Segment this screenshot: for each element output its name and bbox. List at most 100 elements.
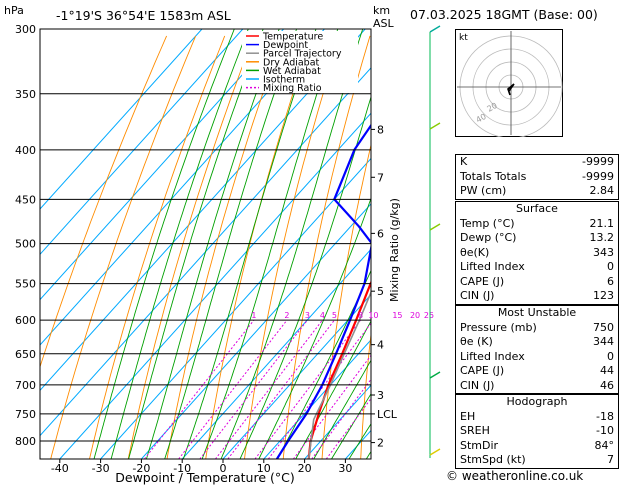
km-tick-label: 5 bbox=[377, 285, 384, 298]
wet-adiabat-line bbox=[164, 29, 298, 459]
surface-row-label: Lifted Index bbox=[460, 260, 525, 273]
km-tick-label: LCL bbox=[377, 408, 398, 421]
most-unstable-panel: Most Unstable Pressure (mb) 750 θe (K) 344 L… bbox=[455, 305, 619, 394]
x-tick-label: -30 bbox=[92, 462, 110, 475]
legend-label: Temperature bbox=[262, 32, 323, 43]
k-index-value: -9999 bbox=[582, 155, 614, 168]
surface-row: Temp (°C) 21.1 bbox=[456, 217, 618, 232]
hodograph-table-title: Hodograph bbox=[506, 395, 568, 408]
dry-adiabat-line bbox=[127, 35, 255, 459]
km-tick-label: 2 bbox=[377, 437, 384, 450]
dry-adiabat-line bbox=[205, 35, 313, 459]
most-unstable-row: Pressure (mb) 750 bbox=[456, 321, 618, 336]
surface-row-label: θe(K) bbox=[460, 245, 490, 259]
pressure-tick-label: 350 bbox=[15, 88, 36, 101]
km-tick-label: 6 bbox=[377, 227, 384, 240]
totals-totals-label: Totals Totals bbox=[460, 169, 527, 183]
totals-totals-value: -9999 bbox=[582, 169, 614, 183]
pressure-tick-label: 450 bbox=[15, 193, 36, 206]
most-unstable-row-label: Lifted Index bbox=[460, 349, 525, 363]
dry-adiabat-line bbox=[40, 35, 168, 369]
surface-row: CIN (J) 123 bbox=[456, 289, 618, 304]
hodograph-table-row: StmSpd (kt) 7 bbox=[456, 453, 618, 468]
footer-credit: © weatheronline.co.uk bbox=[446, 469, 584, 483]
legend-box bbox=[242, 31, 358, 93]
indices-panel: K -9999 Totals Totals -9999 PW (cm) 2.84 bbox=[455, 154, 619, 200]
pressure-tick-label: 700 bbox=[15, 379, 36, 392]
wet-adiabat-line bbox=[295, 319, 371, 459]
dry-adiabat-line bbox=[166, 35, 284, 459]
mixing-ratio-axis-title: Mixing Ratio (g/kg) bbox=[388, 198, 401, 302]
mixing-ratio-label: 1 bbox=[251, 311, 256, 320]
mixing-ratio-label: 8 bbox=[358, 311, 363, 320]
surface-row: Dewp (°C) 13.2 bbox=[456, 231, 618, 246]
hodograph-table-row-label: EH bbox=[460, 409, 476, 423]
surface-row: Lifted Index 0 bbox=[456, 260, 618, 275]
hodograph-table-row: SREH -10 bbox=[456, 424, 618, 439]
most-unstable-row: CAPE (J) 44 bbox=[456, 364, 618, 379]
km-tick-label: 7 bbox=[377, 171, 384, 184]
x-axis-title: Dewpoint / Temperature (°C) bbox=[115, 470, 294, 485]
most-unstable-title: Most Unstable bbox=[497, 306, 577, 319]
isotherm-line bbox=[427, 29, 455, 459]
km-unit-label: km bbox=[373, 4, 390, 17]
wet-adiabat-line bbox=[331, 392, 371, 459]
mixing-ratio-line bbox=[292, 354, 371, 459]
pressure-tick-label: 600 bbox=[15, 314, 36, 327]
k-index-label: K bbox=[460, 155, 468, 168]
wet-adiabat-line bbox=[128, 29, 264, 459]
dry-adiabat-line bbox=[282, 35, 371, 459]
legend-label: Wet Adiabat bbox=[263, 66, 321, 77]
pressure-tick-label: 300 bbox=[15, 23, 36, 36]
pressure-tick-label: 650 bbox=[15, 348, 36, 361]
legend-label: Dry Adiabat bbox=[263, 57, 320, 68]
pressure-tick-label: 800 bbox=[15, 435, 36, 448]
dry-adiabat-line bbox=[89, 35, 226, 459]
mixing-ratio-label: 10 bbox=[368, 311, 378, 320]
wet-adiabat-line bbox=[313, 359, 371, 459]
pressure-tick-label: 400 bbox=[15, 144, 36, 157]
hodograph-table-row-value: 7 bbox=[607, 453, 614, 466]
surface-row: CAPE (J) 6 bbox=[456, 275, 618, 290]
surface-row-value: 13.2 bbox=[589, 231, 615, 244]
km-tick-label: 8 bbox=[377, 123, 384, 136]
legend-label: Mixing Ratio bbox=[263, 83, 322, 94]
most-unstable-row-value: 46 bbox=[600, 378, 614, 392]
wind-barb bbox=[429, 223, 441, 231]
wet-adiabat-line bbox=[239, 95, 371, 459]
hodograph-table-row-value: 84° bbox=[594, 438, 615, 452]
most-unstable-row-value: 44 bbox=[600, 364, 614, 377]
mixing-ratio-label: 5 bbox=[332, 311, 337, 320]
hodograph-table-row-value: -18 bbox=[596, 409, 614, 423]
km-tick-label: 3 bbox=[377, 389, 384, 402]
x-tick-label: -40 bbox=[51, 462, 69, 475]
wet-adiabat-line bbox=[93, 29, 235, 459]
hodograph-table-row: StmDir 84° bbox=[456, 439, 618, 454]
mixing-ratio-line bbox=[199, 319, 308, 459]
most-unstable-row-label: CIN (J) bbox=[460, 378, 495, 392]
plot-frame bbox=[39, 28, 372, 460]
hodograph-table-row-label: StmSpd (kt) bbox=[460, 453, 526, 466]
surface-row-value: 21.1 bbox=[589, 216, 615, 230]
x-tick-label: 10 bbox=[257, 462, 271, 475]
pressure-tick-label: 500 bbox=[15, 238, 36, 251]
most-unstable-row-label: θe (K) bbox=[460, 335, 493, 348]
wind-barb bbox=[429, 448, 441, 456]
x-tick-label: 30 bbox=[338, 462, 352, 475]
dry-adiabat-line bbox=[438, 36, 455, 459]
mixing-ratio-line bbox=[311, 378, 371, 459]
mixing-ratio-label: 2 bbox=[284, 311, 289, 320]
surface-row-value: 123 bbox=[593, 289, 614, 302]
hodograph-table-row-label: StmDir bbox=[460, 438, 499, 452]
surface-row-label: CAPE (J) bbox=[460, 274, 505, 288]
pw-label: PW (cm) bbox=[460, 184, 507, 197]
surface-panel: Surface Temp (°C) 21.1 Dewp (°C) 13.2 θe(K) 3… bbox=[455, 201, 619, 305]
hodograph-table-row: EH -18 bbox=[456, 410, 618, 425]
surface-row-label: Temp (°C) bbox=[460, 216, 515, 230]
surface-row-value: 0 bbox=[607, 260, 614, 273]
pressure-tick-label: 550 bbox=[15, 278, 36, 291]
most-unstable-row-label: Pressure (mb) bbox=[460, 320, 537, 334]
wet-adiabat-line bbox=[258, 197, 371, 459]
x-tick-label: -10 bbox=[173, 462, 191, 475]
